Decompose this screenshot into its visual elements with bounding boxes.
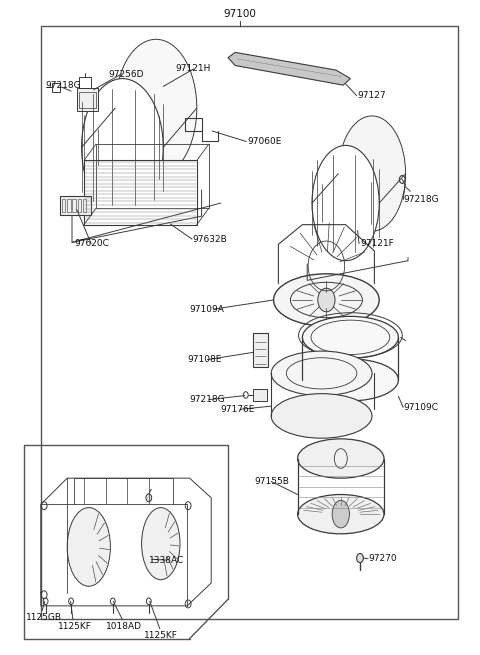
Bar [83, 199, 86, 212]
Text: 97218G: 97218G [190, 395, 225, 404]
Ellipse shape [312, 145, 379, 261]
Polygon shape [228, 52, 350, 85]
Text: 97108E: 97108E [187, 355, 222, 364]
Bar [72, 199, 76, 212]
Bar [84, 160, 197, 225]
Ellipse shape [142, 508, 180, 580]
Text: 97121F: 97121F [360, 239, 394, 248]
Bar [79, 77, 91, 88]
Bar [253, 389, 267, 401]
Text: 97100: 97100 [224, 9, 256, 20]
Text: 97109A: 97109A [190, 305, 225, 314]
Bar [60, 196, 91, 215]
Bar [52, 83, 60, 92]
Bar [78, 199, 81, 212]
Bar [79, 92, 96, 108]
Text: 97127: 97127 [358, 91, 386, 100]
Ellipse shape [82, 79, 163, 216]
Circle shape [318, 288, 335, 312]
Bar [67, 199, 71, 212]
Text: 1338AC: 1338AC [149, 555, 184, 565]
Bar [41, 26, 458, 619]
Ellipse shape [274, 274, 379, 326]
Text: 97256D: 97256D [108, 69, 144, 79]
Circle shape [357, 553, 363, 563]
Bar [62, 199, 65, 212]
Ellipse shape [332, 500, 349, 528]
Bar [77, 88, 98, 111]
Ellipse shape [271, 351, 372, 396]
Ellipse shape [67, 508, 110, 586]
Text: 97109C: 97109C [403, 403, 438, 412]
Text: 1125KF: 1125KF [58, 622, 92, 631]
Ellipse shape [298, 495, 384, 534]
Ellipse shape [298, 439, 384, 478]
Ellipse shape [271, 394, 372, 438]
Ellipse shape [115, 39, 197, 177]
Ellipse shape [302, 316, 398, 358]
Text: 97270: 97270 [369, 554, 397, 563]
Text: 97620C: 97620C [74, 239, 109, 248]
Ellipse shape [302, 359, 398, 401]
Ellipse shape [338, 116, 406, 231]
Text: 97218G: 97218G [403, 195, 439, 204]
Text: 97155B: 97155B [254, 477, 289, 486]
Text: 1125KF: 1125KF [144, 631, 178, 640]
Text: 97121H: 97121H [175, 64, 211, 73]
Circle shape [146, 494, 152, 502]
Text: 1018AD: 1018AD [106, 622, 142, 631]
Bar [253, 333, 268, 367]
Text: 97218G: 97218G [46, 81, 81, 90]
Text: 97176E: 97176E [221, 405, 255, 414]
Text: 97060E: 97060E [247, 137, 282, 146]
Text: 1125GB: 1125GB [26, 612, 62, 622]
Text: 97632B: 97632B [192, 234, 227, 244]
